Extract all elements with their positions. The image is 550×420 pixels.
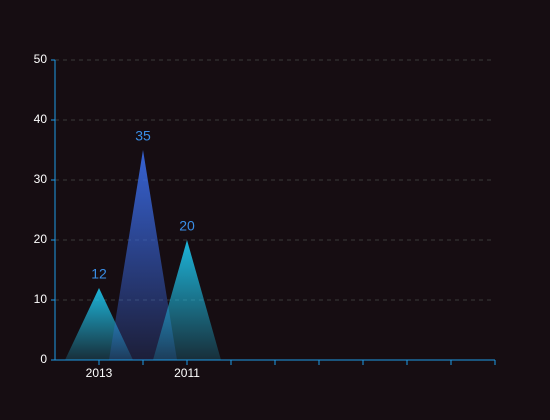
y-tick-label: 10 [34, 292, 48, 306]
x-tick-label: 2011 [174, 366, 200, 380]
y-tick-label: 50 [34, 52, 48, 66]
triangle-bar [109, 150, 177, 360]
y-tick-label: 30 [34, 172, 48, 186]
triangle-bar [153, 240, 221, 360]
x-tick-label: 2013 [86, 366, 113, 380]
value-label: 12 [91, 266, 107, 282]
value-label: 20 [179, 218, 195, 234]
y-tick-label: 40 [34, 112, 48, 126]
y-tick-label: 20 [34, 232, 48, 246]
y-tick-label: 0 [40, 352, 47, 366]
value-label: 35 [135, 128, 151, 144]
